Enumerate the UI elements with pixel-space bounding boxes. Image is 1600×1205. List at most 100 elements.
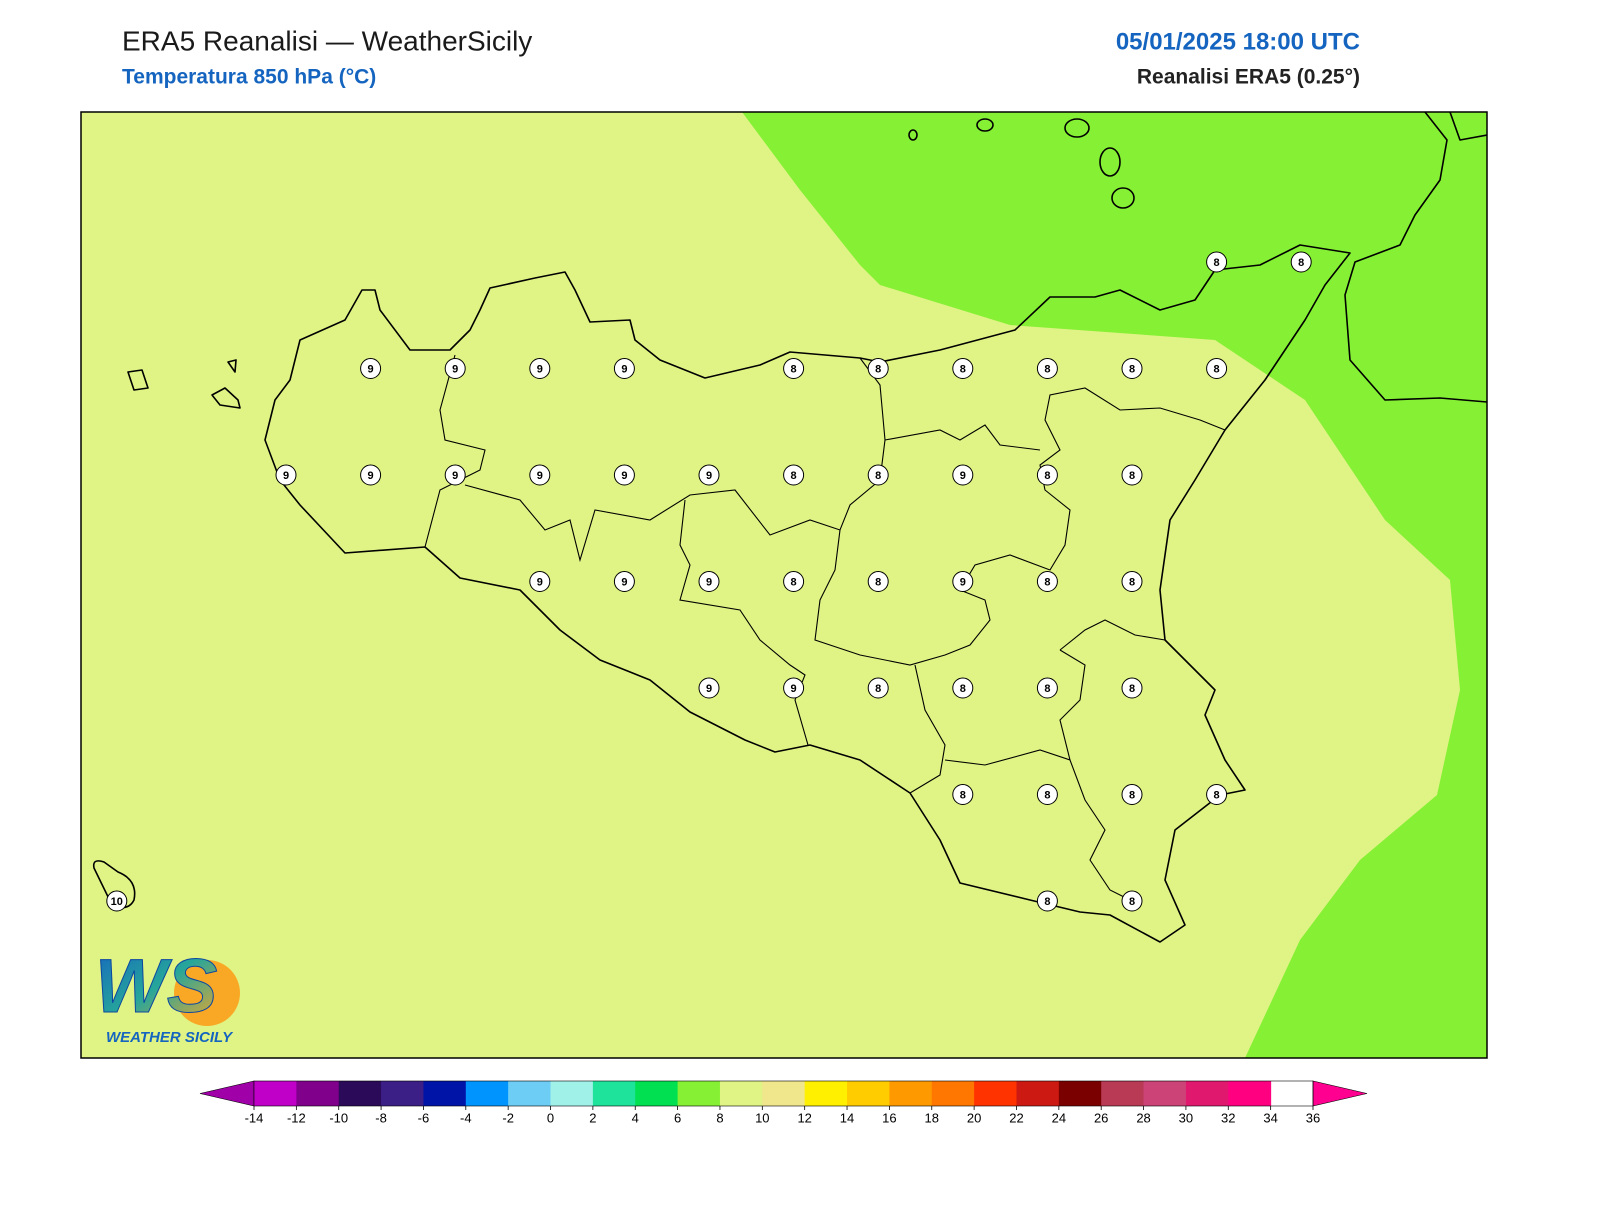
station-value: 9 bbox=[368, 470, 374, 482]
station-marker bbox=[1036, 571, 1058, 592]
colorbar-segment bbox=[592, 1081, 636, 1106]
station-marker bbox=[698, 571, 720, 592]
station-value: 8 bbox=[1044, 789, 1050, 801]
colorbar-segment bbox=[1101, 1081, 1145, 1106]
station-value: 8 bbox=[1129, 896, 1135, 908]
station-marker bbox=[1121, 358, 1143, 379]
station-marker bbox=[1121, 571, 1143, 592]
colorbar-segment bbox=[254, 1081, 297, 1106]
colorbar-segment bbox=[465, 1081, 509, 1106]
colorbar-segment bbox=[931, 1081, 975, 1106]
station-value: 9 bbox=[452, 363, 458, 375]
station-marker bbox=[529, 571, 551, 592]
logo: WS WEATHER SICILY bbox=[95, 944, 240, 1046]
station-marker bbox=[1206, 251, 1228, 273]
colorbar-tick-label: 8 bbox=[716, 1110, 723, 1125]
station-value: 8 bbox=[875, 363, 881, 375]
station-value: 8 bbox=[875, 470, 881, 482]
station-marker bbox=[1121, 784, 1143, 805]
station-value: 9 bbox=[960, 470, 966, 482]
islands bbox=[92, 118, 1135, 909]
colorbar-segment bbox=[423, 1081, 467, 1106]
colorbar-over bbox=[1312, 1080, 1368, 1107]
colorbar-segment bbox=[1058, 1081, 1102, 1106]
subtitle: Temperatura 850 hPa (°C) bbox=[122, 66, 376, 89]
colorbar-segment bbox=[762, 1081, 806, 1106]
station-marker bbox=[698, 464, 720, 486]
colorbar-segment bbox=[508, 1081, 552, 1106]
station-value: 8 bbox=[960, 789, 966, 801]
colorbar-segment bbox=[719, 1081, 763, 1106]
station-value: 9 bbox=[706, 470, 712, 482]
source: Reanalisi ERA5 (0.25°) bbox=[1137, 66, 1360, 89]
station-marker bbox=[952, 677, 974, 699]
station-value: 9 bbox=[706, 576, 712, 588]
title: ERA5 Reanalisi — WeatherSicily bbox=[122, 25, 532, 56]
station-marker bbox=[867, 571, 889, 592]
station-marker bbox=[1036, 358, 1058, 379]
logo-mark: WS bbox=[95, 944, 217, 1029]
colorbar-tick-label: 26 bbox=[1094, 1110, 1108, 1125]
station-marker bbox=[1121, 890, 1143, 912]
colorbar-tick-label: 20 bbox=[967, 1110, 981, 1125]
station-value: 9 bbox=[706, 683, 712, 695]
colorbar-segment bbox=[338, 1081, 382, 1106]
station-value: 8 bbox=[1044, 576, 1050, 588]
station-marker bbox=[613, 464, 635, 486]
station-marker bbox=[1036, 464, 1058, 486]
station-marker bbox=[783, 571, 805, 592]
station-marker bbox=[360, 464, 382, 486]
colorbar-tick-label: -10 bbox=[329, 1110, 348, 1125]
calabria-coast-north bbox=[1449, 112, 1487, 141]
station-marker bbox=[275, 464, 297, 486]
station-value: 8 bbox=[1044, 896, 1050, 908]
colorbar-segment bbox=[847, 1081, 890, 1106]
station-value: 9 bbox=[537, 576, 543, 588]
colorbar-tick-label: 30 bbox=[1179, 1110, 1193, 1125]
station-marker bbox=[613, 358, 635, 379]
station-marker bbox=[106, 890, 128, 912]
colorbar-tick-label: -6 bbox=[418, 1110, 430, 1125]
station-marker bbox=[360, 358, 382, 379]
station-marker bbox=[952, 784, 974, 805]
colorbar-segment bbox=[1016, 1081, 1060, 1106]
colorbar-tick-label: 14 bbox=[840, 1110, 854, 1125]
station-marker bbox=[529, 358, 551, 379]
colorbar-tick-label: -14 bbox=[245, 1110, 264, 1125]
station-value: 8 bbox=[791, 470, 797, 482]
station-marker bbox=[1290, 251, 1312, 273]
station-value: 8 bbox=[1129, 363, 1135, 375]
station-marker bbox=[1121, 464, 1143, 486]
station-marker bbox=[1036, 890, 1058, 912]
colorbar-segment bbox=[1143, 1081, 1187, 1106]
station-value: 8 bbox=[791, 363, 797, 375]
colorbar-tick-label: 34 bbox=[1263, 1110, 1277, 1125]
station-marker bbox=[867, 677, 889, 699]
station-value: 10 bbox=[111, 896, 123, 908]
colorbar-tick-label: 6 bbox=[674, 1110, 681, 1125]
logo-name: WEATHER SICILY bbox=[106, 1029, 234, 1046]
colorbar-tick-label: 4 bbox=[632, 1110, 639, 1125]
colorbar-under bbox=[199, 1080, 255, 1107]
colorbar-segment bbox=[974, 1081, 1017, 1106]
colorbar-tick-label: 16 bbox=[882, 1110, 896, 1125]
colorbar-segment bbox=[635, 1081, 679, 1106]
stations: 8 8 9 9 9 9 8 8 8 8 8 8 9 9 9 9 9 9 8 8 9 8 8 9 9 9 8 8 9 8 8 9 9 8 8 8 8 8 8 8… bbox=[106, 251, 1312, 912]
colorbar-tick-label: 36 bbox=[1306, 1110, 1320, 1125]
colorbar-tick-label: -8 bbox=[375, 1110, 387, 1125]
station-value: 8 bbox=[875, 683, 881, 695]
station-value: 9 bbox=[537, 470, 543, 482]
station-value: 9 bbox=[368, 363, 374, 375]
colorbar-segment bbox=[1228, 1081, 1272, 1106]
station-value: 8 bbox=[791, 576, 797, 588]
station-value: 8 bbox=[1298, 257, 1304, 269]
station-marker bbox=[613, 571, 635, 592]
station-marker bbox=[1036, 677, 1058, 699]
calabria-coast bbox=[1344, 112, 1487, 403]
station-marker bbox=[783, 464, 805, 486]
station-marker bbox=[952, 464, 974, 486]
map: 8 8 9 9 9 9 8 8 8 8 8 8 9 9 9 9 9 9 8 8 9 8 8 9 9 9 8 8 9 8 8 9 9 8 8 8 8 8 8 8… bbox=[81, 112, 1487, 1058]
station-marker bbox=[867, 358, 889, 379]
station-value: 8 bbox=[1044, 470, 1050, 482]
